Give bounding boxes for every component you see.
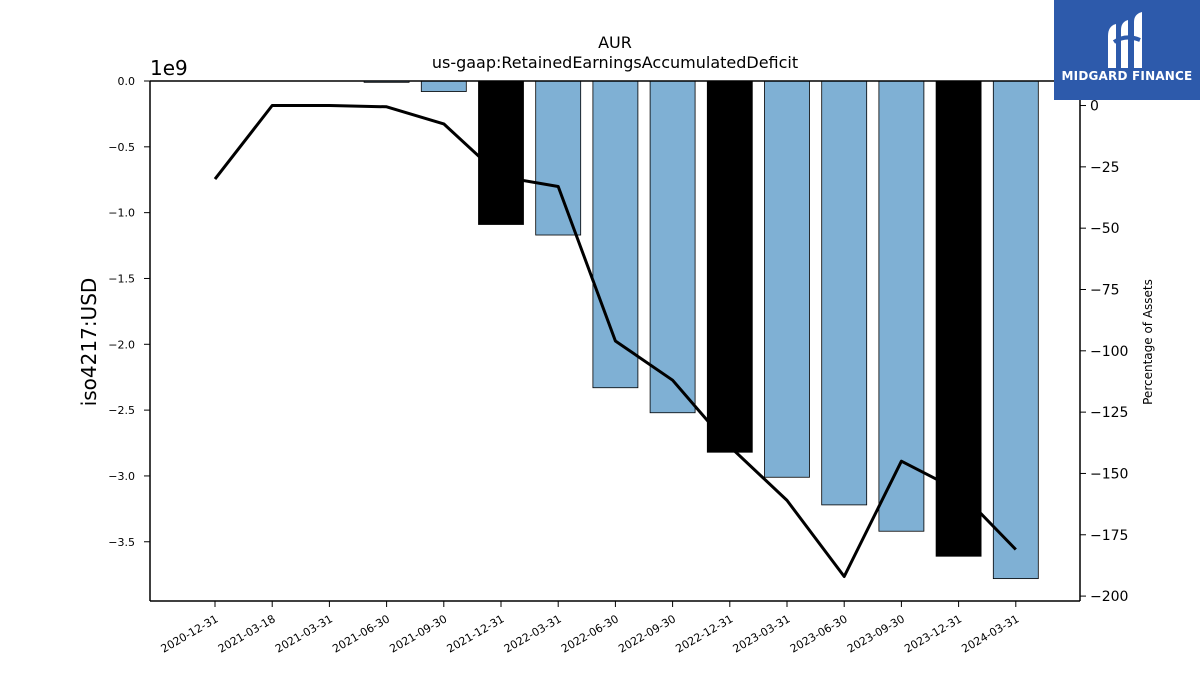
bar — [420, 80, 467, 92]
y2-tick-label: −125 — [1090, 405, 1128, 421]
x-tick-label: 2023-06-30 — [788, 612, 850, 655]
y2-ticks: 0 −25 −50 −75 −100 −125 −150 −175 −200 — [1080, 99, 1128, 605]
y-tick-label: −3.0 — [108, 470, 135, 483]
x-tick-label: 2022-03-31 — [502, 612, 564, 655]
line-series — [213, 104, 1017, 578]
bar — [935, 80, 982, 557]
midgard-logo-icon — [1108, 12, 1142, 68]
x-tick-label: 2022-09-30 — [616, 612, 678, 655]
x-tick-label: 2021-03-18 — [216, 612, 278, 655]
chart-title: AUR — [598, 33, 632, 52]
y2-tick-label: −150 — [1090, 466, 1128, 482]
bar — [535, 80, 582, 236]
bar — [764, 80, 810, 478]
y-tick-label: −1.0 — [108, 207, 135, 220]
x-tick-label: 2023-09-30 — [845, 612, 907, 655]
y2-tick-label: 0 — [1090, 99, 1099, 115]
x-tick-label: 2024-03-31 — [959, 612, 1021, 655]
x-tick-label: 2023-03-31 — [731, 612, 793, 655]
bar — [706, 80, 753, 453]
bar — [592, 80, 639, 389]
y-ticks: 0.0 −0.5 −1.0 −1.5 −2.0 −2.5 −3.0 −3.5 — [108, 75, 150, 549]
midgard-finance-logo: MIDGARD FINANCE — [1054, 0, 1200, 100]
bar — [478, 80, 524, 225]
x-ticks: 2020-12-312021-03-182021-03-312021-06-30… — [159, 601, 1021, 656]
y2-tick-label: −75 — [1090, 282, 1120, 298]
bar-series — [363, 80, 1039, 580]
chart-subtitle: us-gaap:RetainedEarningsAccumulatedDefic… — [432, 53, 798, 72]
y2-tick-label: −25 — [1090, 160, 1120, 176]
x-tick-label: 2021-12-31 — [445, 612, 507, 655]
y-tick-label: −2.0 — [108, 338, 135, 351]
y-tick-label: −3.5 — [108, 536, 135, 549]
y-tick-label: −1.5 — [108, 272, 135, 285]
y-tick-label: 0.0 — [118, 75, 136, 88]
y2-axis-label: Percentage of Assets — [1141, 279, 1155, 405]
x-tick-label: 2021-03-31 — [273, 612, 335, 655]
x-tick-label: 2021-09-30 — [387, 612, 449, 655]
percentage-line — [213, 104, 1017, 578]
x-tick-label: 2020-12-31 — [159, 612, 221, 655]
bar — [992, 80, 1039, 580]
y2-tick-label: −200 — [1090, 589, 1128, 605]
y2-tick-label: −100 — [1090, 344, 1128, 360]
x-tick-label: 2023-12-31 — [902, 612, 964, 655]
y-tick-label: −0.5 — [108, 141, 135, 154]
x-tick-label: 2022-12-31 — [673, 612, 735, 655]
y2-tick-label: −50 — [1090, 221, 1120, 237]
bar — [649, 80, 696, 414]
x-tick-label: 2022-06-30 — [559, 612, 621, 655]
bar — [878, 80, 925, 532]
x-tick-label: 2021-06-30 — [330, 612, 392, 655]
bar — [821, 80, 868, 506]
y-axis-label: iso4217:USD — [77, 278, 101, 407]
y-offset-label: 1e9 — [150, 56, 188, 80]
y2-tick-label: −175 — [1090, 528, 1128, 544]
y-tick-label: −2.5 — [108, 404, 135, 417]
logo-text: MIDGARD FINANCE — [1061, 69, 1193, 83]
